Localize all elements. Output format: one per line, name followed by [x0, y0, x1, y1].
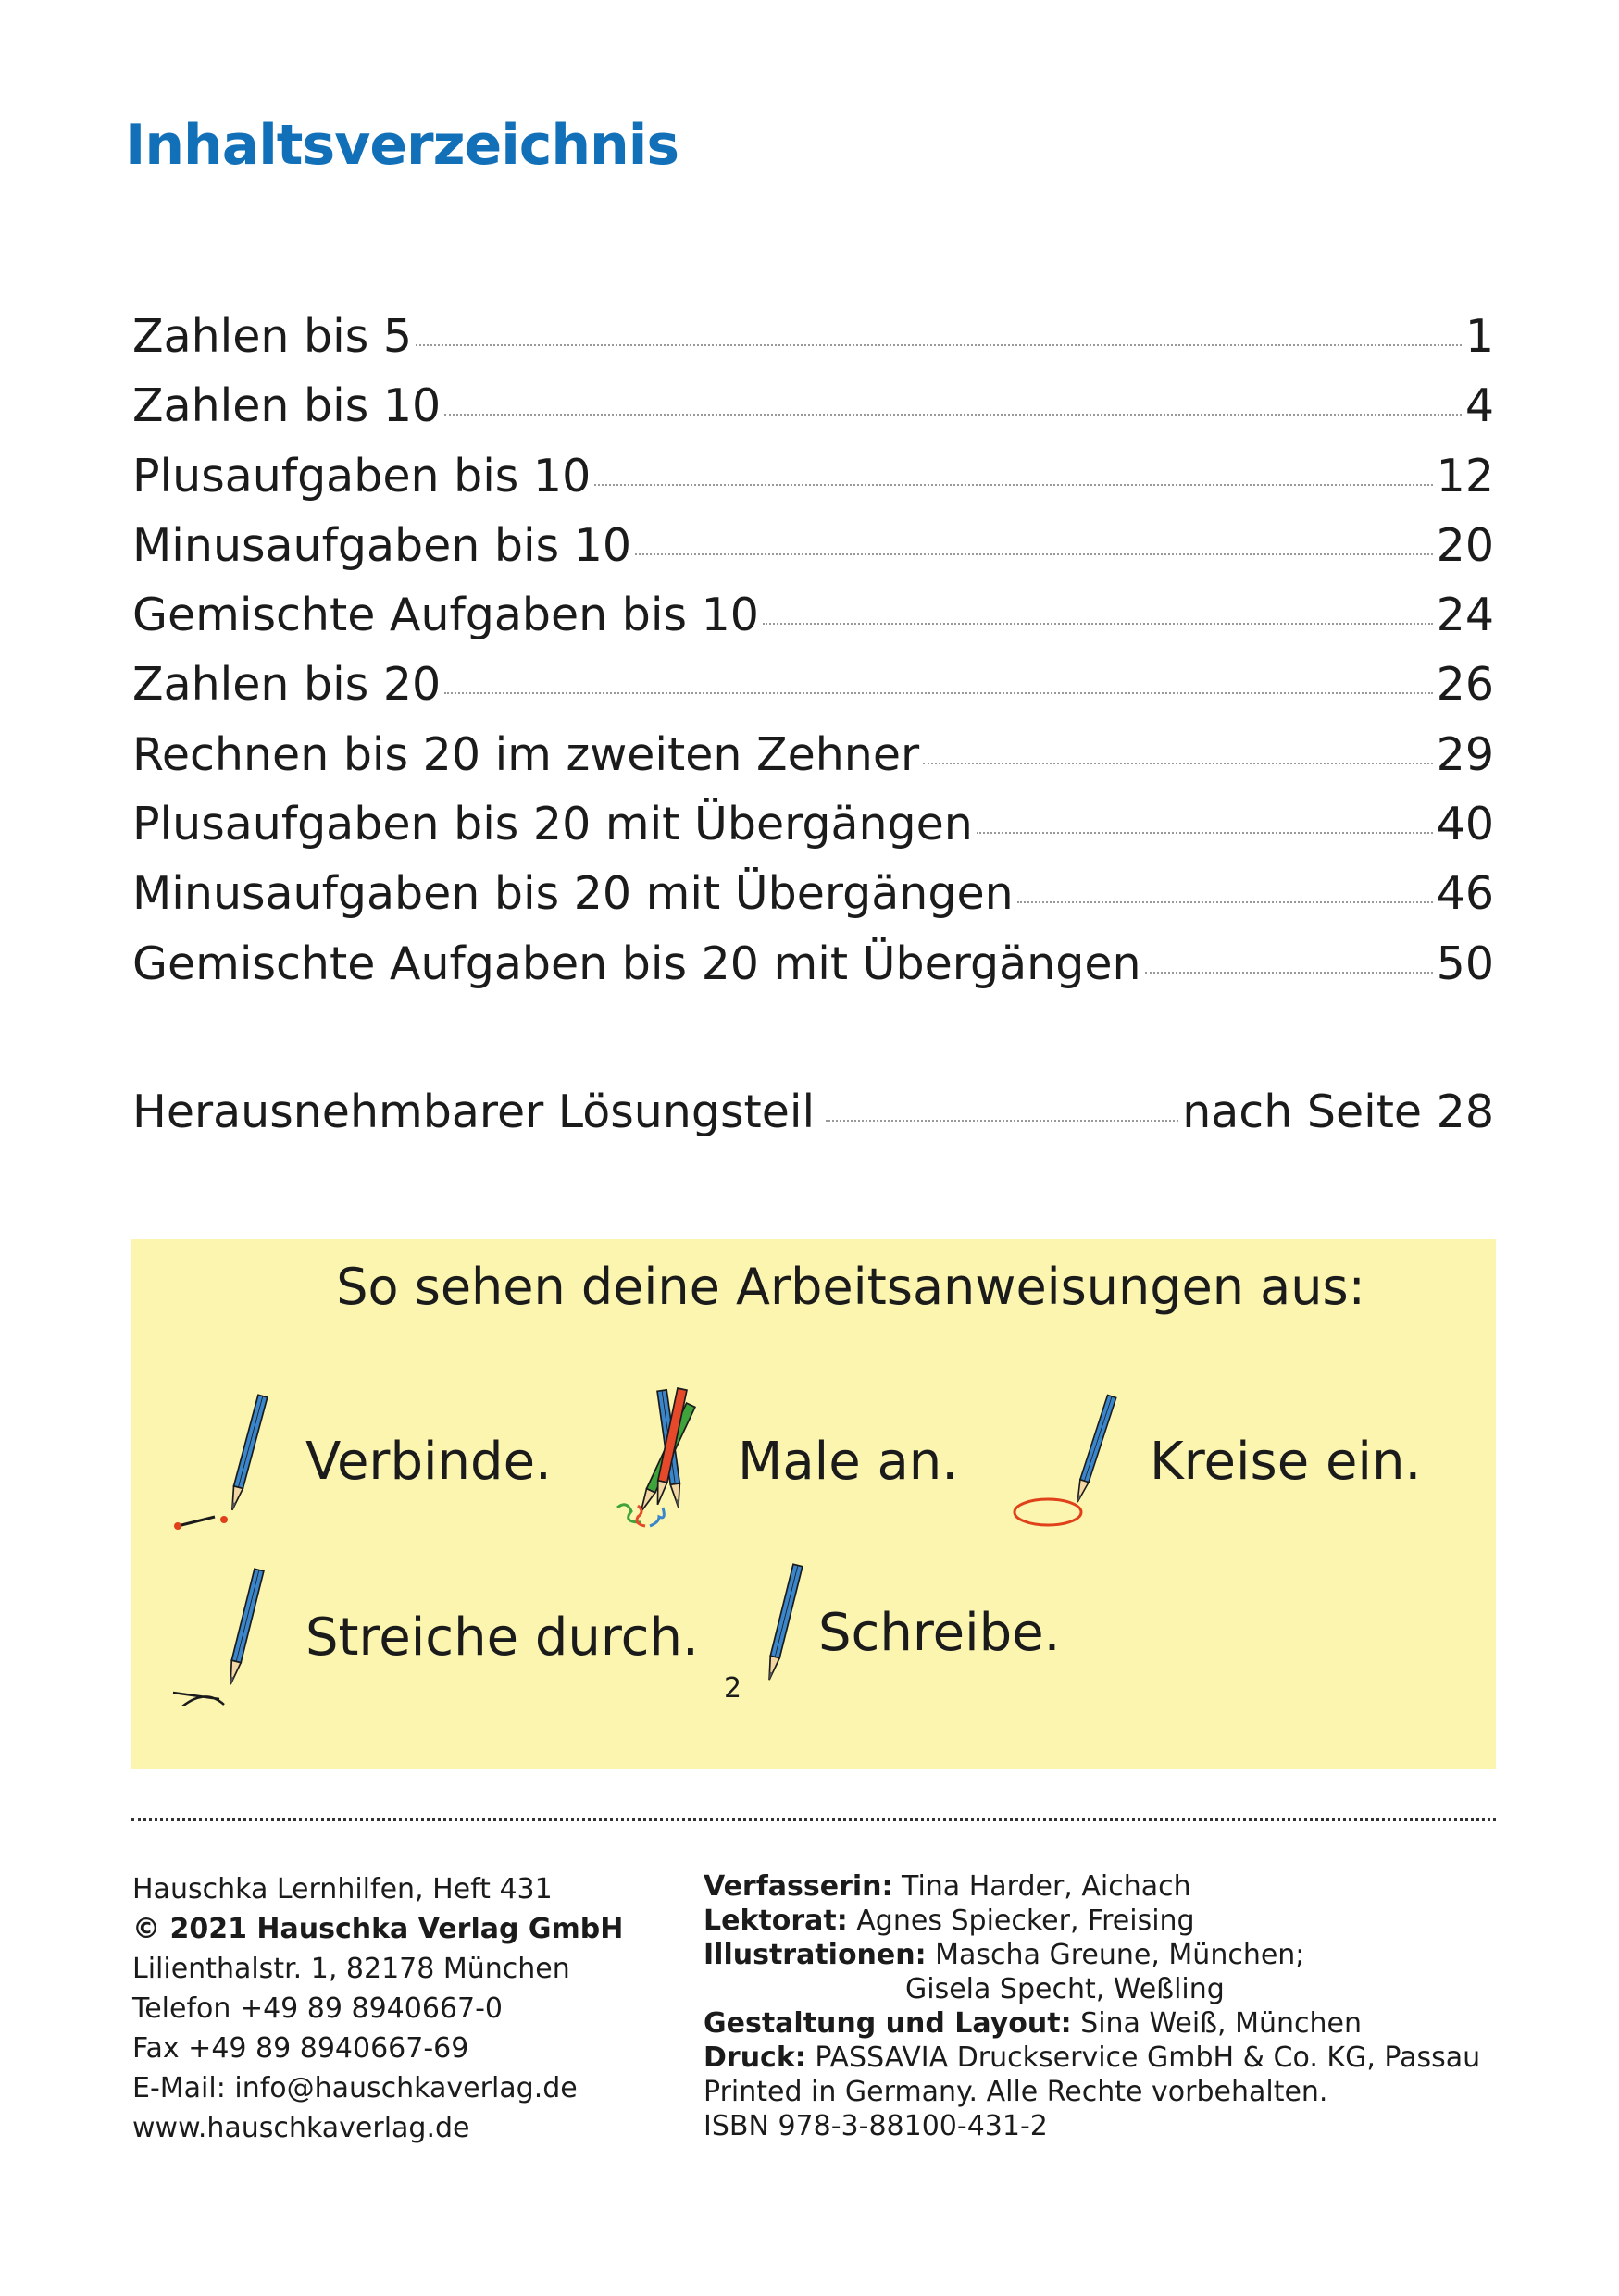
toc-entry[interactable]: Plusaufgaben bis 20 mit Übergängen 40 — [132, 798, 1494, 867]
fax: Fax +49 89 8940667-69 — [132, 2032, 469, 2065]
toc-entry[interactable]: Gemischte Aufgaben bis 10 24 — [132, 589, 1494, 658]
write-sample: 2 — [724, 1672, 741, 1702]
credit-layout: Gestaltung und Layout: Sina Weiß, Münche… — [704, 2007, 1363, 2040]
instruction-connect: Verbinde. — [168, 1392, 552, 1531]
leader-dots — [826, 1119, 1179, 1122]
toc-label: Zahlen bis 5 — [132, 310, 413, 363]
instructions-heading: So sehen deine Arbeitsanweisungen aus: — [336, 1258, 1365, 1316]
credit-print: Druck: PASSAVIA Druckservice GmbH & Co. … — [704, 2042, 1481, 2074]
credit-illustrations: Illustrationen: Mascha Greune, München; — [704, 1939, 1305, 1971]
instruction-label: Schreibe. — [818, 1602, 1061, 1663]
footer-line: Hauschka Lernhilfen, Heft 431 — [132, 1873, 553, 1905]
credits: Verfasserin: Tina Harder, Aichach Lektor… — [704, 1869, 1480, 2143]
instruction-write: 2 Schreibe. — [724, 1563, 1060, 1702]
colored-pencils-icon — [616, 1387, 696, 1528]
toc-page: 40 — [1436, 798, 1494, 851]
toc-label: Minusaufgaben bis 10 — [132, 518, 632, 572]
toc-label: Gemischte Aufgaben bis 10 — [132, 589, 759, 642]
copyright: © 2021 Hauschka Verlag GmbH — [132, 1913, 624, 1945]
isbn: ISBN 978-3-88100-431-2 — [704, 2110, 1048, 2142]
toc-page: 29 — [1436, 727, 1494, 781]
instruction-circle: Kreise ein. — [1011, 1392, 1421, 1531]
instruction-label: Male an. — [738, 1431, 959, 1492]
toc-label: Plusaufgaben bis 20 mit Übergängen — [132, 798, 973, 851]
website-link[interactable]: www.hauschkaverlag.de — [132, 2112, 470, 2144]
toc-entry[interactable]: Zahlen bis 20 26 — [132, 658, 1494, 727]
email-link[interactable]: E-Mail: info@hauschkaverlag.de — [132, 2072, 578, 2104]
toc-page: 20 — [1436, 518, 1494, 572]
instructions-box: So sehen deine Arbeitsanweisungen aus: V… — [131, 1239, 1496, 1769]
toc-label: Minusaufgaben bis 20 mit Übergängen — [132, 867, 1014, 921]
toc-label: Gemischte Aufgaben bis 20 mit Übergängen — [132, 937, 1141, 990]
pencil-strike-icon — [172, 1568, 265, 1706]
pencil-write-icon: 2 — [724, 1563, 803, 1702]
toc-page: nach Seite 28 — [1182, 1085, 1494, 1138]
toc-entry[interactable]: Zahlen bis 5 1 — [132, 310, 1494, 379]
credit-author: Verfasserin: Tina Harder, Aichach — [704, 1870, 1191, 1903]
instruction-label: Kreise ein. — [1150, 1431, 1422, 1492]
address: Lilienthalstr. 1, 82178 München — [132, 1953, 570, 1985]
table-of-contents: Zahlen bis 5 1 Zahlen bis 10 4 Plusaufgabe… — [132, 310, 1494, 1155]
toc-entry[interactable]: Rechnen bis 20 im zweiten Zehner 29 — [132, 728, 1494, 798]
toc-entry-solutions[interactable]: Herausnehmbarer Lösungsteil nach Seite 28 — [132, 1086, 1494, 1155]
leader-dots — [1144, 971, 1433, 974]
leader-dots — [444, 414, 1462, 416]
instruction-strike: Streiche durch. — [168, 1568, 699, 1706]
leader-dots — [444, 692, 1433, 695]
toc-entry[interactable]: Plusaufgaben bis 10 12 — [132, 450, 1494, 519]
toc-entry[interactable]: Zahlen bis 10 4 — [132, 379, 1494, 449]
rights-note: Printed in Germany. Alle Rechte vorbehal… — [704, 2076, 1328, 2108]
toc-page: 1 — [1464, 310, 1494, 363]
credit-illustrations-2: Gisela Specht, Weßling — [905, 1973, 1225, 2005]
toc-label: Rechnen bis 20 im zweiten Zehner — [132, 727, 920, 781]
phone: Telefon +49 89 8940667-0 — [132, 1992, 504, 2025]
toc-entry[interactable]: Gemischte Aufgaben bis 20 mit Übergängen… — [132, 937, 1494, 1007]
pencil-circle-icon — [1013, 1394, 1117, 1527]
toc-label: Zahlen bis 20 — [132, 658, 442, 712]
toc-label: Plusaufgaben bis 10 — [132, 449, 592, 503]
leader-dots — [762, 623, 1433, 626]
toc-page: 50 — [1436, 937, 1494, 990]
toc-page: 4 — [1464, 379, 1494, 433]
leader-dots — [1016, 901, 1433, 904]
publisher-info: Hauschka Lernhilfen, Heft 431 © 2021 Hau… — [132, 1869, 623, 2148]
toc-label: Herausnehmbarer Lösungsteil — [132, 1085, 816, 1138]
page-title: Inhaltsverzeichnis — [125, 113, 679, 178]
toc-page: 24 — [1436, 589, 1494, 642]
pencil-connect-icon — [174, 1394, 268, 1530]
instruction-color: Male an. — [599, 1387, 958, 1535]
instruction-label: Verbinde. — [305, 1431, 552, 1492]
toc-label: Zahlen bis 10 — [132, 379, 442, 433]
toc-page: 46 — [1436, 867, 1494, 921]
credit-editor: Lektorat: Agnes Spiecker, Freising — [704, 1905, 1195, 1937]
leader-dots — [923, 762, 1433, 764]
toc-page: 26 — [1436, 658, 1494, 712]
leader-dots — [416, 344, 1462, 346]
leader-dots — [635, 552, 1433, 555]
toc-entry[interactable]: Minusaufgaben bis 20 mit Übergängen 46 — [132, 867, 1494, 937]
leader-dots — [594, 483, 1433, 486]
divider — [131, 1818, 1496, 1821]
toc-entry[interactable]: Minusaufgaben bis 10 20 — [132, 519, 1494, 589]
toc-page: 12 — [1436, 449, 1494, 503]
instruction-label: Streiche durch. — [305, 1607, 699, 1668]
leader-dots — [976, 832, 1433, 835]
